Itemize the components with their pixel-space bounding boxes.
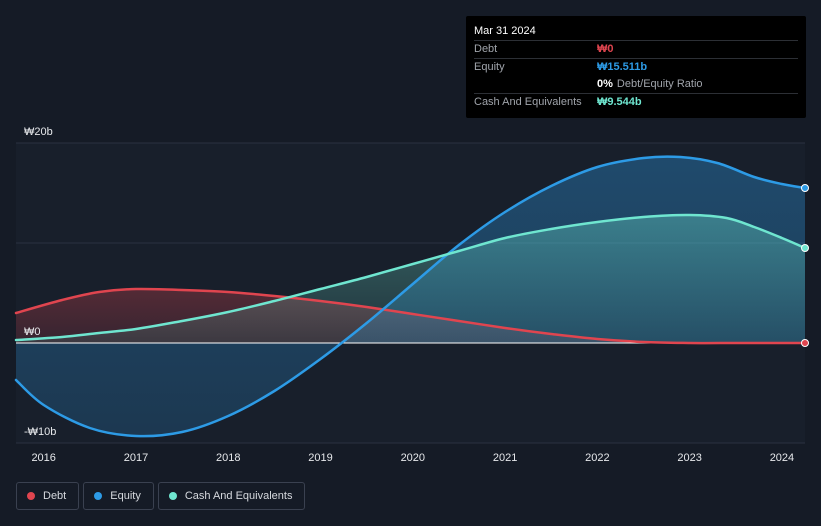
legend-item-equity[interactable]: Equity — [83, 482, 154, 510]
tooltip-ratio-label: Debt/Equity Ratio — [616, 78, 703, 90]
x-tick-label: 2024 — [770, 452, 794, 464]
series-lines — [14, 155, 807, 438]
y-tick-label: -₩10b — [24, 426, 56, 438]
tooltip: Mar 31 2024 Debt ₩0 Equity ₩15.511b 0% D… — [466, 16, 806, 118]
tooltip-row-cash: Cash And Equivalents ₩9.544b — [474, 93, 798, 111]
x-tick-label: 2023 — [677, 452, 701, 464]
y-axis-labels: ₩20b ₩0 -₩10b — [24, 126, 56, 438]
legend-equity-label: Equity — [110, 490, 141, 502]
tooltip-row-ratio: 0% Debt/Equity Ratio — [474, 76, 798, 93]
cash-area — [16, 214, 805, 343]
tooltip-equity-value: ₩15.511b — [597, 61, 648, 73]
x-tick-label: 2016 — [31, 452, 55, 464]
tooltip-date: Mar 31 2024 — [474, 25, 536, 37]
legend-item-cash[interactable]: Cash And Equivalents — [157, 482, 306, 510]
x-tick-label: 2021 — [493, 452, 517, 464]
legend-cash-label: Cash And Equivalents — [184, 490, 293, 502]
tooltip-equity-label: Equity — [474, 61, 505, 73]
cash-dot-icon — [168, 492, 177, 500]
cash-line — [14, 213, 807, 342]
x-tick-label: 2020 — [401, 452, 425, 464]
tooltip-debt-value: ₩0 — [597, 43, 614, 55]
end-markers — [801, 184, 809, 347]
x-axis-labels: 2016 2017 2018 2019 2020 2021 2022 2023 2024 — [31, 452, 794, 464]
cash-end-marker — [801, 244, 809, 252]
x-tick-label: 2017 — [124, 452, 148, 464]
tooltip-ratio-value: 0% — [597, 78, 613, 90]
y-tick-label: ₩0 — [24, 326, 41, 338]
x-tick-label: 2018 — [216, 452, 240, 464]
legend-debt-label: Debt — [43, 490, 67, 502]
tooltip-cash-label: Cash And Equivalents — [474, 96, 582, 108]
legend: Debt Equity Cash And Equivalents — [16, 482, 306, 510]
tooltip-cash-value: ₩9.544b — [597, 96, 642, 108]
tooltip-debt-label: Debt — [474, 43, 498, 55]
debt-line — [14, 287, 807, 345]
x-tick-label: 2019 — [308, 452, 332, 464]
legend-item-debt[interactable]: Debt — [16, 482, 80, 510]
tooltip-row-debt: Debt ₩0 — [474, 40, 798, 58]
equity-end-marker — [801, 184, 809, 192]
tooltip-row-equity: Equity ₩15.511b — [474, 58, 798, 76]
debt-end-marker — [801, 339, 809, 347]
equity-dot-icon — [94, 492, 103, 500]
equity-line — [14, 155, 807, 438]
series-areas — [16, 156, 805, 437]
x-tick-label: 2022 — [585, 452, 609, 464]
y-tick-label: ₩20b — [24, 126, 53, 138]
debt-dot-icon — [27, 492, 35, 500]
